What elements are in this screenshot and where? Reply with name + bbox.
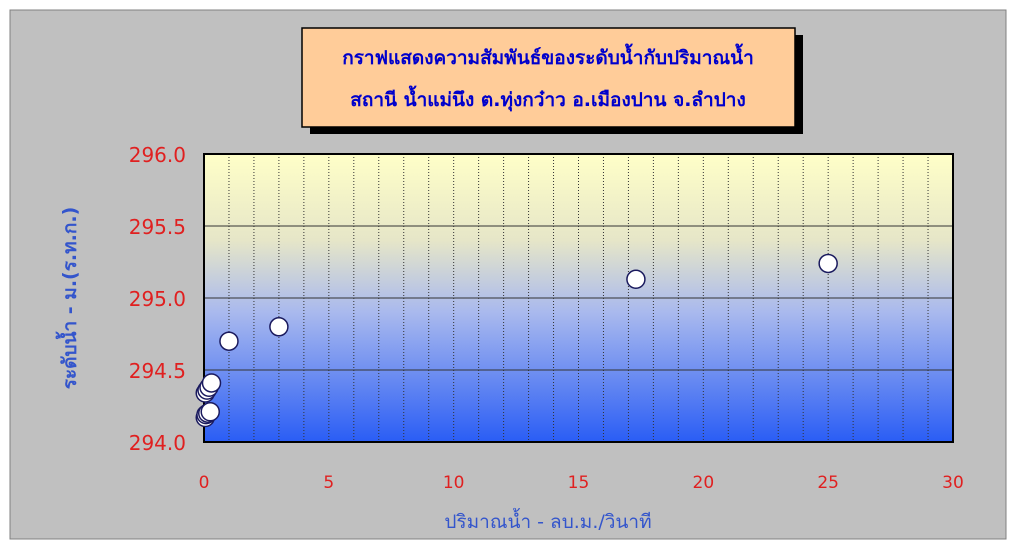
data-point — [269, 317, 289, 337]
y-tick-label: 294.5 — [129, 359, 186, 383]
x-axis-tick-labels: 0 5 10 15 20 25 30 — [199, 473, 964, 493]
data-point — [818, 253, 838, 274]
x-axis-title: ปริมาณน้ำ - ลบ.ม./วินาที — [444, 508, 651, 533]
x-tick-label: 5 — [323, 473, 334, 493]
data-points — [195, 253, 838, 428]
x-tick-label: 10 — [443, 473, 465, 493]
x-tick-label: 0 — [199, 473, 210, 493]
x-tick-label: 15 — [568, 473, 590, 493]
grid-lines — [204, 154, 953, 442]
data-point — [626, 269, 646, 290]
x-tick-label: 25 — [817, 473, 839, 493]
chart-title-line-1: กราฟแสดงความสัมพันธ์ของระดับน้ำกับปริมาณ… — [342, 43, 754, 69]
data-point — [219, 331, 239, 351]
x-tick-label: 20 — [693, 473, 715, 493]
plot-border — [203, 153, 954, 443]
x-tick-label: 30 — [942, 473, 964, 493]
data-point — [201, 373, 222, 393]
chart-title-line-2: สถานี น้ำแม่นึง ต.ทุ่งกว๋าว อ.เมืองปาน จ… — [350, 85, 746, 112]
chart-title-box: กราฟแสดงความสัมพันธ์ของระดับน้ำกับปริมาณ… — [301, 27, 803, 134]
y-axis-title: ระดับน้ำ - ม.(ร.ท.ก.) — [55, 207, 81, 390]
y-tick-label: 296.0 — [129, 143, 186, 167]
y-tick-label: 294.0 — [129, 431, 186, 455]
y-tick-label: 295.0 — [129, 287, 186, 311]
y-tick-label: 295.5 — [129, 215, 186, 239]
data-point — [200, 402, 220, 422]
y-axis-tick-labels: 294.0 294.5 295.0 295.5 296.0 — [129, 143, 186, 455]
